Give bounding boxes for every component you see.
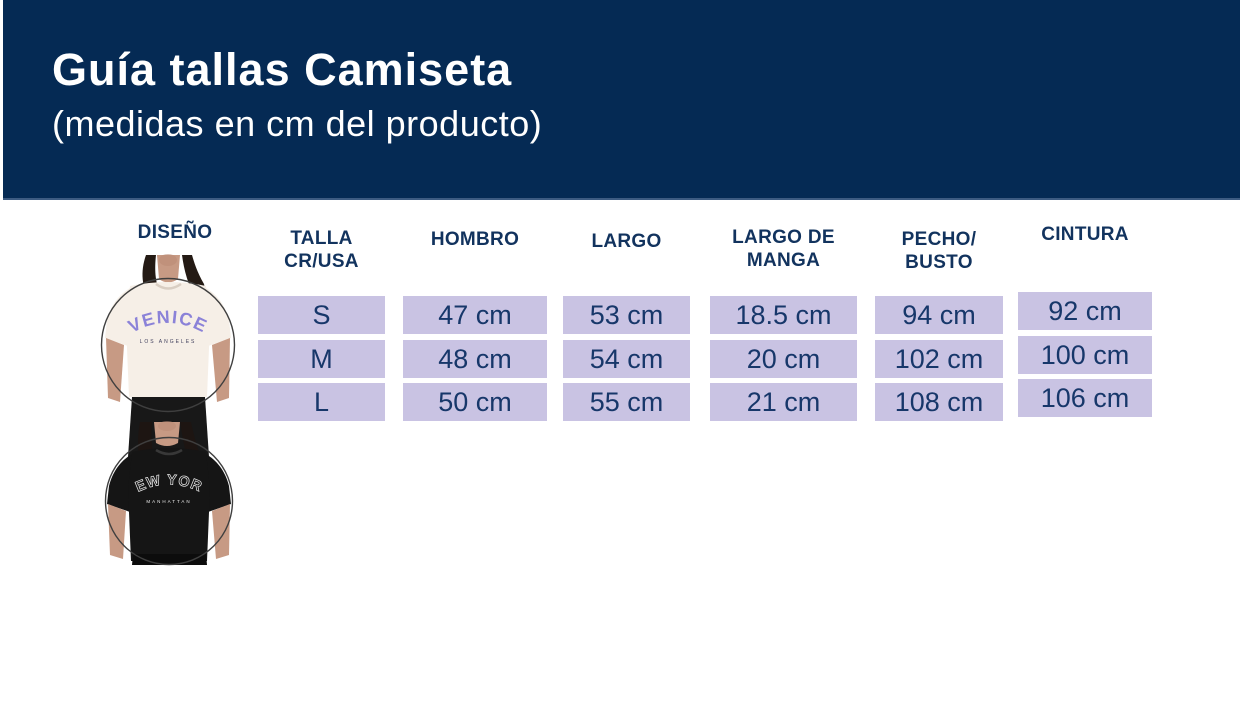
column-header-pecho-line1: PECHO/ <box>901 229 977 250</box>
product-photo-new-york-tee: NEW YORK MANHATTAN <box>100 420 240 572</box>
column-header-pecho-line2: BUSTO <box>905 252 973 273</box>
cell-l-cintura: 106 cm <box>1018 379 1152 417</box>
cell-s-cintura: 92 cm <box>1018 292 1152 330</box>
cell-s-manga: 18.5 cm <box>710 296 857 334</box>
cell-m-largo: 54 cm <box>563 340 690 378</box>
left-arm-shape <box>108 504 126 559</box>
cell-l-talla: L <box>258 383 385 421</box>
tshirt-left-sleeve <box>105 288 130 346</box>
column-header-manga-line2: MANGA <box>746 250 821 271</box>
new-york-tee-illustration: NEW YORK MANHATTAN <box>100 420 234 566</box>
cell-m-cintura: 100 cm <box>1018 336 1152 374</box>
left-arm-shape <box>106 338 124 402</box>
circle-frame <box>104 436 234 566</box>
tshirt-left-sleeve <box>107 454 132 512</box>
shirt-print-sub: MANHATTAN <box>146 499 191 504</box>
cell-m-manga: 20 cm <box>710 340 857 378</box>
circle-frame <box>100 277 236 413</box>
right-arm-shape <box>212 504 230 559</box>
page-subtitle: (medidas en cm del producto) <box>52 103 543 144</box>
tshirt-right-sleeve <box>206 288 231 346</box>
venice-tee-illustration: VENICE LOS ANGELES <box>100 254 236 457</box>
collar-line <box>155 282 182 290</box>
tshirt-body <box>128 448 210 561</box>
column-header-talla-line1: TALLA <box>290 228 353 249</box>
page-title: Guía tallas Camiseta <box>52 44 513 95</box>
cell-m-talla: M <box>258 340 385 378</box>
cell-m-pecho: 102 cm <box>875 340 1003 378</box>
column-header-manga-line1: LARGO DE <box>732 227 835 248</box>
cell-s-largo: 53 cm <box>563 296 690 334</box>
column-header-cintura: CINTURA <box>1041 224 1129 245</box>
column-header-pecho-busto: PECHO/ BUSTO <box>875 228 1003 274</box>
cell-l-pecho: 108 cm <box>875 383 1003 421</box>
right-arm-shape <box>212 338 230 402</box>
cell-s-pecho: 94 cm <box>875 296 1003 334</box>
cell-l-hombro: 50 cm <box>403 383 547 421</box>
shirt-print-sub: LOS ANGELES <box>140 339 197 345</box>
chin-shadow <box>158 421 176 431</box>
chin-shadow <box>159 254 177 266</box>
cell-s-talla: S <box>258 296 385 334</box>
column-header-largo-de-manga: LARGO DE MANGA <box>710 226 857 272</box>
tshirt-body <box>126 282 210 397</box>
cell-s-hombro: 47 cm <box>403 296 547 334</box>
cell-l-largo: 55 cm <box>563 383 690 421</box>
cell-l-manga: 21 cm <box>710 383 857 421</box>
tshirt-right-sleeve <box>206 454 231 512</box>
column-header-talla-line2: CR/USA <box>284 251 359 272</box>
product-photo-venice-tee: VENICE LOS ANGELES <box>96 252 241 457</box>
column-header-talla: TALLA CR/USA <box>258 227 385 273</box>
column-header-largo: LARGO <box>591 231 662 252</box>
column-header-diseno: DISEÑO <box>137 222 213 243</box>
cell-m-hombro: 48 cm <box>403 340 547 378</box>
column-header-hombro: HOMBRO <box>430 229 520 250</box>
header-band <box>3 0 1240 200</box>
collar-line <box>155 448 183 456</box>
